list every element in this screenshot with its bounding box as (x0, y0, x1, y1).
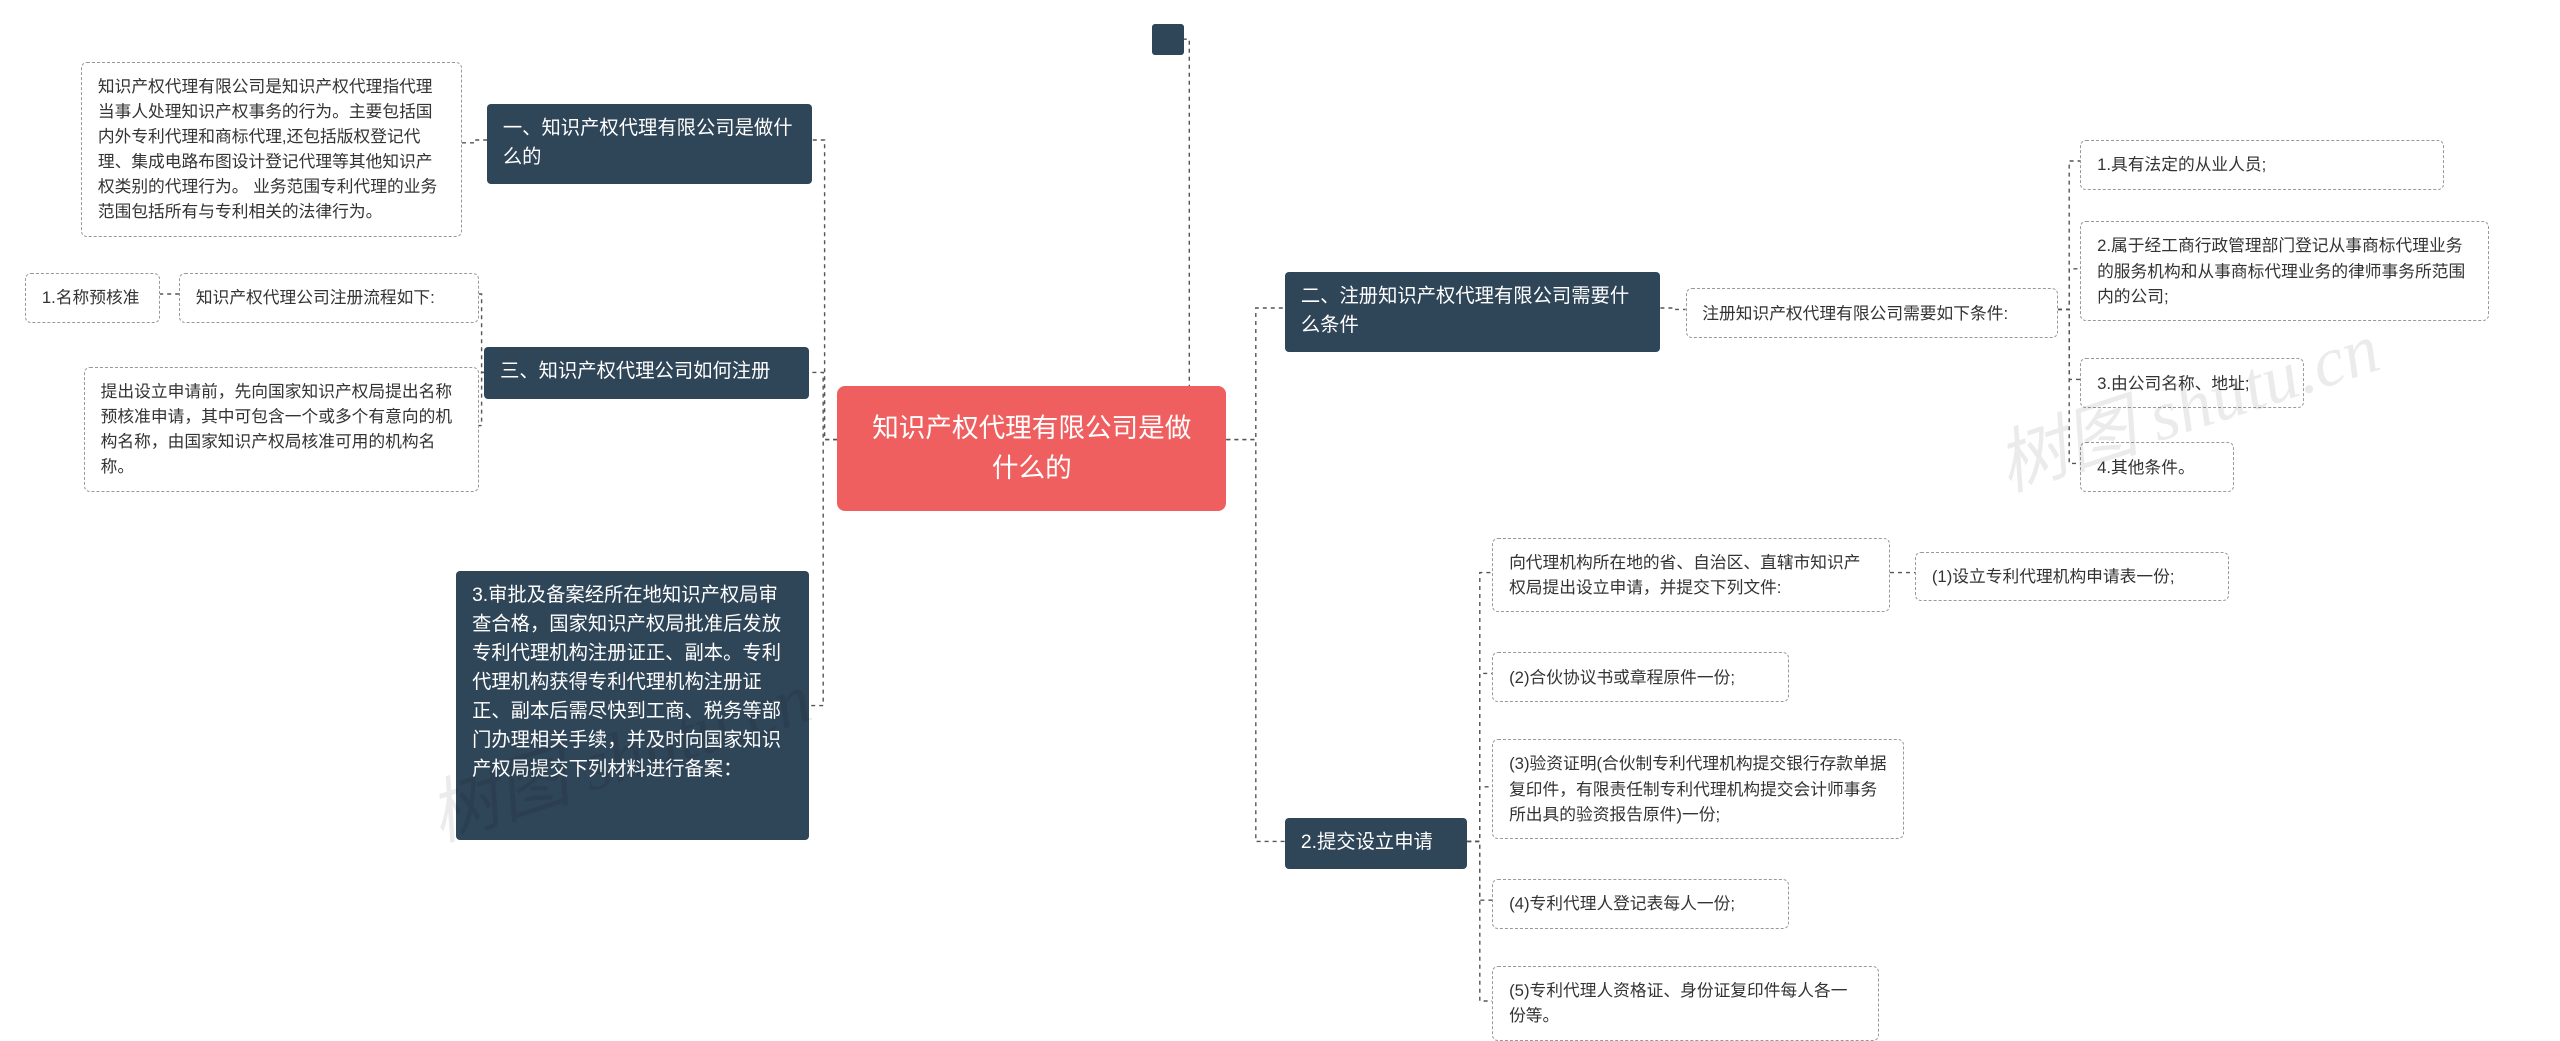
section-3-flow-label: 知识产权代理公司注册流程如下: (179, 273, 479, 323)
step-2-intro: 向代理机构所在地的省、自治区、直辖市知识产权局提出设立申请，并提交下列文件: (1492, 538, 1890, 613)
section-3-title-text: 三、知识产权代理公司如何注册 (500, 361, 770, 382)
section-3-step1-text: 1.名称预核准 (42, 288, 140, 307)
section-1-body: 知识产权代理有限公司是知识产权代理指代理当事人处理知识产权事务的行为。主要包括国… (81, 62, 462, 237)
section-2-item-4: 4.其他条件。 (2080, 442, 2234, 492)
section-2-cond-text: 注册知识产权代理有限公司需要如下条件: (1702, 304, 2008, 323)
section-2-item-1-text: 1.具有法定的从业人员; (2097, 155, 2266, 174)
section-3-step1: 1.名称预核准 (25, 273, 159, 323)
step-2-doc-2: (2)合伙协议书或章程原件一份; (1492, 652, 1789, 702)
spacer-node (1152, 24, 1183, 55)
section-2-item-3: 3.由公司名称、地址; (2080, 358, 2304, 408)
section-1-title-text: 一、知识产权代理有限公司是做什么的 (503, 118, 793, 168)
section-2-cond-label: 注册知识产权代理有限公司需要如下条件: (1686, 288, 2058, 338)
section-2-item-2-text: 2.属于经工商行政管理部门登记从事商标代理业务的服务机构和从事商标代理业务的律师… (2097, 236, 2465, 305)
section-3-step1-body: 提出设立申请前，先向国家知识产权局提出名称预核准申请，其中可包含一个或多个有意向… (84, 367, 479, 492)
section-2-title: 二、注册知识产权代理有限公司需要什么条件 (1285, 272, 1660, 352)
section-2-item-1: 1.具有法定的从业人员; (2080, 140, 2444, 190)
step-2-title-text: 2.提交设立申请 (1301, 832, 1433, 853)
step-2-doc-5: (5)专利代理人资格证、身份证复印件每人各一份等。 (1492, 966, 1878, 1041)
root-node: 知识产权代理有限公司是做什么的 (837, 386, 1226, 511)
section-1-title: 一、知识产权代理有限公司是做什么的 (487, 104, 812, 184)
section-3-flow-text: 知识产权代理公司注册流程如下: (196, 288, 435, 307)
section-2-title-text: 二、注册知识产权代理有限公司需要什么条件 (1301, 286, 1629, 336)
step-2-doc-4-text: (4)专利代理人登记表每人一份; (1509, 894, 1735, 913)
section-3b-text: 3.审批及备案经所在地知识产权局审查合格，国家知识产权局批准后发放专利代理机构注… (472, 585, 781, 780)
section-3-step1-body-text: 提出设立申请前，先向国家知识产权局提出名称预核准申请，其中可包含一个或多个有意向… (101, 382, 452, 476)
step-2-doc-3-text: (3)验资证明(合伙制专利代理机构提交银行存款单据复印件，有限责任制专利代理机构… (1509, 754, 1886, 823)
step-2-doc-5-text: (5)专利代理人资格证、身份证复印件每人各一份等。 (1509, 981, 1847, 1025)
step-2-doc-1-text: (1)设立专利代理机构申请表一份; (1932, 567, 2175, 586)
step-2-intro-text: 向代理机构所在地的省、自治区、直辖市知识产权局提出设立申请，并提交下列文件: (1509, 553, 1860, 597)
section-2-item-2: 2.属于经工商行政管理部门登记从事商标代理业务的服务机构和从事商标代理业务的律师… (2080, 221, 2489, 321)
step-2-doc-2-text: (2)合伙协议书或章程原件一份; (1509, 668, 1735, 687)
step-2-title: 2.提交设立申请 (1285, 818, 1467, 869)
step-2-doc-3: (3)验资证明(合伙制专利代理机构提交银行存款单据复印件，有限责任制专利代理机构… (1492, 739, 1904, 839)
step-2-doc-1: (1)设立专利代理机构申请表一份; (1915, 552, 2229, 602)
section-2-item-4-text: 4.其他条件。 (2097, 458, 2195, 477)
step-2-doc-4: (4)专利代理人登记表每人一份; (1492, 879, 1789, 929)
section-3b-body: 3.审批及备案经所在地知识产权局审查合格，国家知识产权局批准后发放专利代理机构注… (456, 571, 809, 840)
section-1-body-text: 知识产权代理有限公司是知识产权代理指代理当事人处理知识产权事务的行为。主要包括国… (98, 77, 437, 222)
root-text: 知识产权代理有限公司是做什么的 (872, 413, 1191, 483)
section-3-title: 三、知识产权代理公司如何注册 (484, 347, 809, 398)
section-2-item-3-text: 3.由公司名称、地址; (2097, 374, 2249, 393)
